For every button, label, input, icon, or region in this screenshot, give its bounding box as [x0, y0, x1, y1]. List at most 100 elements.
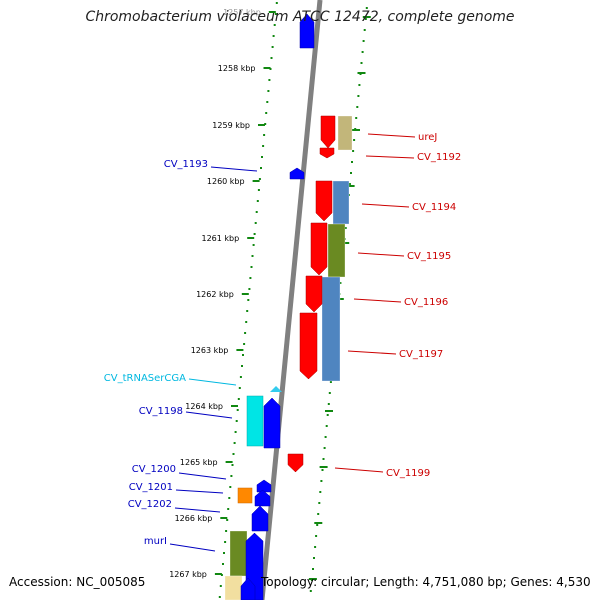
gene-label-connectors — [169, 133, 416, 552]
ruler-tick-left — [249, 277, 252, 279]
gene-connector — [334, 467, 384, 473]
ruler-tick-left — [253, 233, 256, 235]
genome-backbone — [259, 0, 323, 600]
ruler-tick-right — [360, 62, 363, 64]
ruler-tick-left — [224, 541, 227, 543]
ruler-tick-left — [271, 46, 274, 48]
gene-feature-track — [237, 13, 336, 600]
ruler-tick-left — [264, 123, 267, 125]
ruler-tick-left — [270, 57, 273, 59]
ruler-tick-left — [254, 222, 257, 224]
gene-label: CV_1196 — [404, 297, 448, 308]
cog-feature-track — [224, 115, 353, 600]
ruler-tick-right — [323, 447, 326, 449]
ruler-tick-left — [267, 90, 270, 92]
ruler-tick-left — [244, 332, 247, 334]
ruler-tick-left — [268, 79, 271, 81]
ruler-tick-right — [365, 7, 368, 9]
ruler-label: 1265 kbp — [180, 458, 218, 467]
ruler-tick-right — [327, 403, 330, 405]
ruler-tick-left — [242, 354, 244, 356]
gene-connector — [185, 411, 233, 419]
ruler-tick-left — [256, 200, 259, 202]
ruler-tick-left — [272, 35, 275, 37]
ruler-tick-right — [361, 51, 364, 53]
ruler-tick-right — [355, 117, 358, 119]
ruler-tick-left — [234, 431, 237, 433]
gene-label: CV_1193 — [164, 159, 208, 170]
ruler-tick-right — [351, 161, 353, 163]
ruler-label: 1259 kbp — [212, 121, 250, 130]
cog-feature-orange — [237, 487, 253, 504]
ruler-tick-right — [358, 84, 361, 86]
ruler-tick-left — [260, 167, 262, 169]
ruler-tick-right — [315, 535, 318, 537]
map-title: Chromobacterium violaceum ATCC 12472, co… — [85, 9, 515, 25]
ruler-tick-right — [324, 436, 327, 438]
ruler-tick-right — [312, 568, 314, 570]
gene-connector — [178, 472, 227, 480]
ruler-tick-left — [222, 563, 224, 565]
ruler-tick-left — [262, 145, 265, 147]
ruler-tick-left — [243, 343, 246, 345]
reverse-gene — [287, 453, 304, 473]
ruler-tick-right — [317, 513, 320, 515]
ruler-tick-left — [226, 519, 229, 521]
gene-connector — [361, 203, 410, 208]
ruler-tick-left — [233, 442, 236, 444]
ruler-tick-left — [246, 310, 249, 312]
gene-label: CV_1192 — [417, 152, 461, 163]
ruler-tick-left — [247, 299, 250, 301]
gene-label: CV_1198 — [139, 406, 183, 417]
ruler-tick-left — [257, 189, 260, 191]
ruler-tick-left — [219, 585, 222, 587]
gene-connector — [169, 543, 216, 552]
gene-connector — [357, 252, 405, 257]
ruler-tick-right — [322, 458, 325, 460]
ruler-tick-left — [252, 244, 255, 246]
gene-connector — [188, 378, 237, 386]
ruler-tick-right — [344, 227, 347, 229]
ruler-tick-left — [241, 365, 243, 367]
ruler-tick-left — [251, 255, 254, 257]
ruler-tick-left — [225, 530, 228, 532]
forward-gene — [251, 505, 269, 532]
reverse-gene — [310, 222, 328, 276]
ruler-tick-left — [255, 211, 258, 213]
gene-label: murI — [144, 536, 167, 547]
ruler-tick-left — [263, 134, 266, 136]
ruler-label: 1267 kbp — [169, 570, 207, 579]
gene-connector — [353, 298, 402, 303]
ruler-tick-right — [363, 29, 366, 31]
ruler-tick-right — [321, 469, 324, 471]
ruler-tick-left — [239, 376, 242, 378]
ruler-label: 1257 kbp — [223, 8, 261, 17]
forward-gene — [240, 577, 256, 600]
gene-label: CV_1195 — [407, 251, 451, 262]
ruler-tick-left — [229, 486, 232, 488]
ruler-tick-left — [238, 387, 241, 389]
cog-bar — [332, 180, 350, 225]
ruler-tick-right — [316, 524, 319, 526]
ruler-tick-left — [230, 475, 233, 477]
ruler-tick-right — [339, 282, 342, 284]
ruler-tick-left — [265, 112, 268, 114]
gene-connector — [210, 166, 258, 172]
ruler-label: 1264 kbp — [185, 402, 223, 411]
ruler-tick-left — [245, 321, 248, 323]
ruler-tick-right — [314, 546, 317, 548]
gene-label: CV_1197 — [399, 349, 443, 360]
ruler-tick-left — [261, 156, 263, 158]
gene-label: CV_1201 — [129, 482, 173, 493]
cog-bar — [229, 530, 248, 577]
ruler-tick-left — [235, 420, 238, 422]
gene-label: ureJ — [418, 132, 437, 143]
ruler-label: 1261 kbp — [201, 234, 239, 243]
ruler-tick-left — [266, 101, 269, 103]
genome-summary-text: Topology: circular; Length: 4,751,080 bp… — [261, 575, 591, 589]
ruler-tick-left — [228, 497, 231, 499]
cog-bar — [224, 575, 243, 600]
ruler-tick-right — [353, 139, 356, 141]
gene-connector — [367, 133, 416, 138]
